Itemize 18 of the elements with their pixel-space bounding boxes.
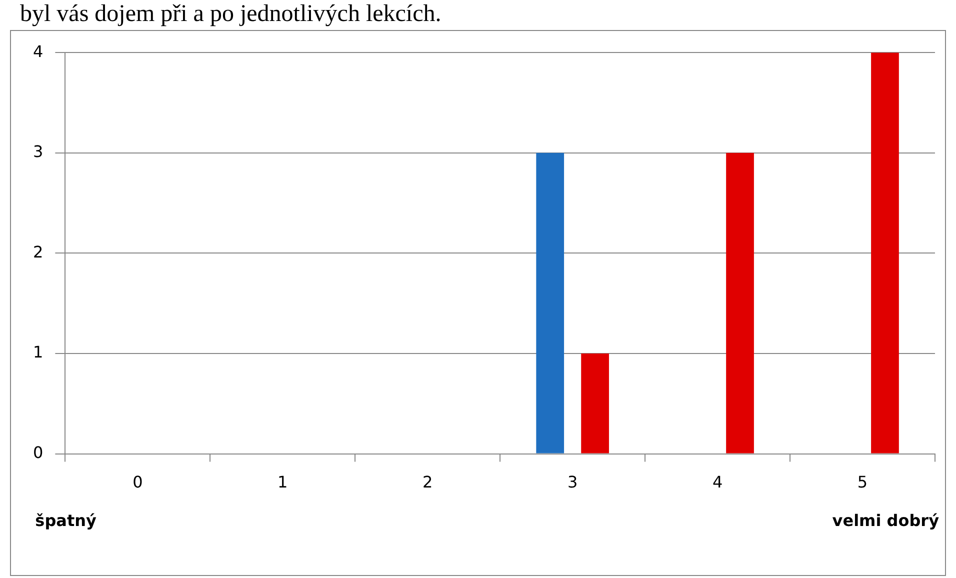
bar xyxy=(871,52,899,454)
bar xyxy=(581,354,609,454)
bar xyxy=(536,152,564,454)
x-tick-label: 4 xyxy=(712,472,723,492)
x-tick-label: 0 xyxy=(132,472,143,492)
y-tick-label: 1 xyxy=(32,342,44,362)
bar xyxy=(726,152,754,454)
y-tick-label: 4 xyxy=(32,42,44,61)
x-tick-label: 1 xyxy=(278,472,288,492)
x-tick-label: 2 xyxy=(422,472,433,492)
text: špatný xyxy=(35,510,97,530)
text: velmi dobrý xyxy=(832,510,940,530)
chart-title: byl vás dojem při a po jednotlivých lekcích. xyxy=(19,0,442,28)
y-tick-label: 2 xyxy=(32,242,44,262)
y-tick-label: 3 xyxy=(32,142,44,162)
y-tick-label: 0 xyxy=(32,442,44,462)
x-tick-label: 3 xyxy=(567,472,578,492)
x-tick-label: 5 xyxy=(857,472,868,492)
